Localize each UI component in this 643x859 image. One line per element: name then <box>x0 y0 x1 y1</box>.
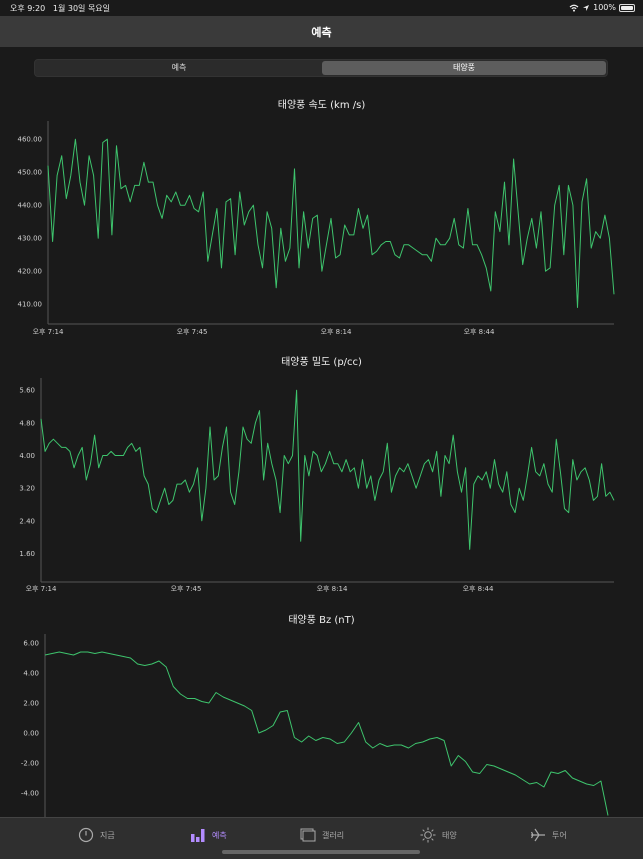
battery-percent: 100% <box>593 3 616 12</box>
y-tick-label: -2.00 <box>21 760 39 768</box>
tab-bar: 지금 예측 갤러리 태양 투어 <box>0 817 643 859</box>
series-line <box>40 389 615 550</box>
location-icon <box>583 4 590 11</box>
chart-title-bz: 태양풍 Bz (nT) <box>288 615 355 626</box>
tab-now[interactable]: 지금 <box>78 826 115 844</box>
chart-title-speed: 태양풍 속도 (km /s) <box>277 100 366 111</box>
x-tick-label: 오후 8:14 <box>321 328 352 336</box>
series-line <box>44 651 609 816</box>
solar-wind-density-chart[interactable]: 5.60 4.80 4.00 3.20 2.40 1.60 오후 7:14 오후 7:45 오후… <box>0 370 643 600</box>
tab-forecast-label: 예측 <box>212 830 227 840</box>
y-tick-label: 440.00 <box>18 202 43 210</box>
y-tick-label: 410.00 <box>18 301 43 309</box>
segment-solar-wind[interactable]: 태양풍 <box>322 61 606 75</box>
y-tick-label: 2.40 <box>19 517 35 525</box>
y-tick-label: 4.00 <box>19 452 35 460</box>
tab-gallery-label: 갤러리 <box>322 830 345 840</box>
tab-sun-label: 태양 <box>442 830 457 840</box>
status-bar: 오후 9:20 1월 30일 목요일 100% <box>0 0 643 16</box>
y-tick-label: 420.00 <box>18 268 43 276</box>
status-time-date: 오후 9:20 1월 30일 목요일 <box>10 3 110 14</box>
tab-forecast[interactable]: 예측 <box>190 826 227 844</box>
series-line <box>47 138 615 308</box>
y-tick-label: 4.80 <box>19 419 35 427</box>
page-title: 예측 <box>311 26 332 39</box>
y-tick-label: 5.60 <box>19 387 35 395</box>
x-tick-label: 오후 7:45 <box>177 328 208 336</box>
y-tick-label: 0.00 <box>23 730 39 738</box>
clock-icon <box>78 827 94 843</box>
segmented-control: 예측 태양풍 <box>34 59 608 77</box>
nav-bar: 예측 <box>0 16 643 47</box>
battery-icon <box>619 3 635 12</box>
solar-wind-speed-chart[interactable]: 460.00 450.00 440.00 430.00 420.00 410.00 오후 7… <box>0 113 643 343</box>
y-tick-label: 4.00 <box>23 670 39 678</box>
status-date: 1월 30일 목요일 <box>52 4 111 13</box>
y-tick-label: 2.00 <box>23 700 39 708</box>
tab-tour-label: 투어 <box>552 830 567 840</box>
tab-now-label: 지금 <box>100 830 115 840</box>
y-tick-label: 3.20 <box>19 485 35 493</box>
gallery-icon <box>300 828 316 842</box>
y-tick-label: 460.00 <box>18 136 43 144</box>
airplane-icon <box>530 828 545 842</box>
y-tick-label: 450.00 <box>18 169 43 177</box>
status-time: 오후 9:20 <box>10 4 46 13</box>
tab-sun[interactable]: 태양 <box>420 826 457 844</box>
chart-title-density: 태양풍 밀도 (p/cc) <box>281 357 362 368</box>
tab-gallery[interactable]: 갤러리 <box>300 826 344 844</box>
tab-tour[interactable]: 투어 <box>530 826 567 844</box>
bar-chart-icon <box>191 829 205 842</box>
x-tick-label: 오후 8:44 <box>463 585 494 593</box>
x-tick-label: 오후 7:45 <box>171 585 202 593</box>
home-indicator <box>222 850 420 854</box>
y-tick-label: 1.60 <box>19 550 35 558</box>
segment-forecast[interactable]: 예측 <box>171 63 187 72</box>
x-tick-label: 오후 7:14 <box>26 585 57 593</box>
x-tick-label: 오후 8:44 <box>464 328 495 336</box>
y-tick-label: -4.00 <box>21 790 39 798</box>
y-tick-label: 6.00 <box>23 640 39 648</box>
solar-wind-bz-chart[interactable]: 6.004.002.000.00-2.00-4.00-6.00 <box>0 628 643 828</box>
wifi-icon <box>569 4 579 12</box>
status-indicators: 100% <box>569 3 635 12</box>
x-tick-label: 오후 8:14 <box>317 585 348 593</box>
x-tick-label: 오후 7:14 <box>33 328 64 336</box>
y-tick-label: 430.00 <box>18 235 43 243</box>
sun-icon <box>420 827 436 843</box>
